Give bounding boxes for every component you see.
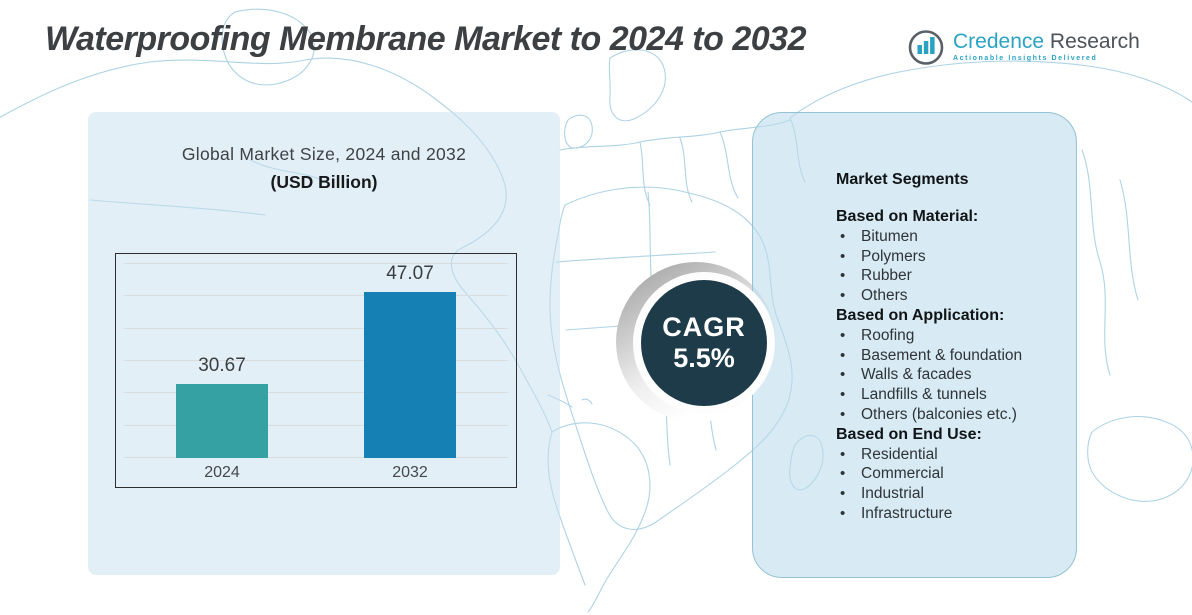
gridline <box>124 263 508 264</box>
brand-name-primary: Credence <box>953 29 1045 53</box>
segment-item-label: Others <box>861 287 908 305</box>
segment-item-label: Walls & facades <box>861 366 972 384</box>
gridline <box>124 392 508 394</box>
bar-2032 <box>364 292 456 458</box>
bar-value-label: 47.07 <box>386 263 434 284</box>
segment-item-label: Bitumen <box>861 227 918 245</box>
chart-plot: 30.67 47.07 2024 2032 <box>116 254 516 487</box>
segment-item: • Others (balconies etc.) <box>836 405 1066 425</box>
gridline <box>124 327 508 329</box>
segment-item-label: Industrial <box>861 485 924 503</box>
bullet-icon: • <box>840 326 846 344</box>
segment-item-label: Rubber <box>861 267 912 285</box>
bullet-icon: • <box>840 386 846 404</box>
segment-item: • Residential <box>836 445 1066 465</box>
page-title: Waterproofing Membrane Market to 2024 to… <box>45 20 806 58</box>
segment-item: • Landfills & tunnels <box>836 385 1066 405</box>
bullet-icon: • <box>840 287 846 305</box>
segment-item: • Commercial <box>836 464 1066 484</box>
bar-chart: 30.67 47.07 2024 2032 <box>115 253 517 488</box>
bullet-icon: • <box>840 346 846 364</box>
segment-section-title: Based on Material: <box>836 208 979 225</box>
bullet-icon: • <box>840 485 846 503</box>
brand-logo: Credence Research Actionable Insights De… <box>906 26 1140 66</box>
segment-item: • Industrial <box>836 484 1066 504</box>
bullet-icon: • <box>840 267 846 285</box>
bar-category-label: 2024 <box>204 464 240 481</box>
segment-item-label: Basement & foundation <box>861 346 1023 364</box>
gridline <box>124 424 508 426</box>
chart-subtitle: Global Market Size, 2024 and 2032 <box>181 144 467 164</box>
brand-name-secondary: Research <box>1049 29 1140 53</box>
segment-item-label: Landfills & tunnels <box>861 386 987 404</box>
segment-item: • Rubber <box>836 266 1066 286</box>
bullet-icon: • <box>840 247 846 265</box>
gridline <box>124 295 508 297</box>
cagr-value: 5.5% <box>673 343 735 373</box>
bullet-icon: • <box>840 504 846 522</box>
segment-item: • Polymers <box>836 247 1066 267</box>
segments-heading: Market Segments <box>836 171 969 188</box>
segment-item: • Others <box>836 286 1066 306</box>
bar-value-label: 30.67 <box>198 355 246 376</box>
credence-chart-icon <box>908 30 944 65</box>
bullet-icon: • <box>840 366 846 384</box>
segment-item: • Walls & facades <box>836 365 1066 385</box>
bullet-icon: • <box>840 405 846 423</box>
segment-section-title: Based on End Use: <box>836 425 982 443</box>
segment-section-title: Based on Application: <box>836 306 1005 324</box>
brand-name: Credence Research <box>953 29 1140 53</box>
segments-list: Based on Material: • Bitumen • Polymers • Rubb… <box>836 207 1066 524</box>
cagr-label: CAGR <box>662 312 746 342</box>
bar-column-2032: 47.07 <box>364 263 456 458</box>
segment-item-label: Others (balconies etc.) <box>861 405 1017 423</box>
brand-tagline: Actionable Insights Delivered <box>953 54 1098 62</box>
bullet-icon: • <box>840 227 846 245</box>
chart-subtitle-units: (USD Billion) <box>270 172 378 192</box>
gridline <box>124 456 508 458</box>
brand-text: Credence Research Actionable Insights De… <box>953 29 1140 62</box>
segment-item-label: Polymers <box>861 247 926 265</box>
cagr-badge: CAGR 5.5% <box>633 272 775 414</box>
segment-item: • Basement & foundation <box>836 346 1066 366</box>
segment-item-label: Infrastructure <box>861 504 953 522</box>
segment-item: • Bitumen <box>836 227 1066 247</box>
bar-column-2024: 30.67 <box>176 355 268 458</box>
gridline <box>124 359 508 361</box>
segment-item-label: Residential <box>861 445 938 463</box>
bar-2024 <box>176 384 268 458</box>
chart-panel: Global Market Size, 2024 and 2032 (USD B… <box>88 112 560 575</box>
segment-item-label: Commercial <box>861 465 944 483</box>
bar-category-label: 2032 <box>392 464 428 481</box>
segment-item-label: Roofing <box>861 326 915 344</box>
bullet-icon: • <box>840 445 846 463</box>
segments-panel: Market Segments Based on Material: • Bitum… <box>752 112 1077 578</box>
bullet-icon: • <box>840 465 846 483</box>
segment-item: • Roofing <box>836 326 1066 346</box>
segment-item: • Infrastructure <box>836 504 1066 524</box>
